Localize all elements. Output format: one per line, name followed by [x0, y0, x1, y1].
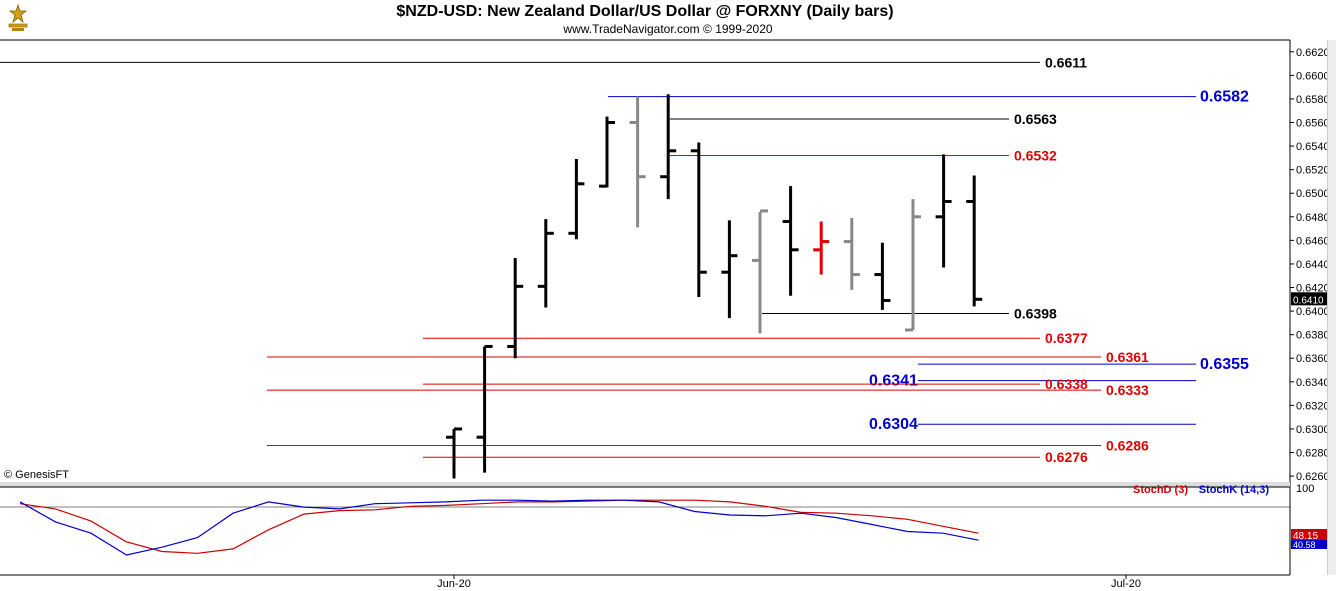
- ohlc-bar: [874, 242, 891, 310]
- level-label: 0.6333: [1106, 382, 1149, 398]
- x-tick-label: Jul-20: [1111, 578, 1141, 590]
- y-tick-label: 0.6300: [1296, 424, 1330, 436]
- level-label: 0.6304: [869, 416, 918, 433]
- level-label: 0.6611: [1045, 54, 1087, 70]
- level-label: 0.6338: [1045, 376, 1088, 392]
- ohlc-bar: [966, 175, 983, 307]
- stoch-series-line: [19, 499, 979, 554]
- trade-navigator-logo: [8, 3, 28, 31]
- level-label: 0.6276: [1045, 449, 1088, 465]
- x-tick-label: Jun-20: [437, 578, 471, 590]
- ohlc-bar: [690, 142, 707, 297]
- stochk-value-box: [1291, 540, 1327, 549]
- y-tick-label: 0.6520: [1296, 165, 1330, 177]
- ohlc-bar: [935, 154, 952, 268]
- y-tick-label: 0.6480: [1296, 212, 1330, 224]
- chart-subtitle: www.TradeNavigator.com © 1999-2020: [563, 22, 773, 36]
- stochk-value-label: 40.58: [1293, 540, 1316, 550]
- y-tick-label: 0.6340: [1296, 377, 1330, 389]
- y-tick-label: 0.6580: [1296, 94, 1330, 106]
- ohlc-bar: [752, 209, 768, 334]
- y-tick-label: 0.6260: [1296, 471, 1330, 483]
- ohlc-bar: [476, 344, 493, 473]
- ohlc-bar: [446, 427, 462, 479]
- level-label: 0.6377: [1045, 330, 1088, 346]
- ohlc-bar: [782, 186, 799, 296]
- y-tick-label: 0.6380: [1296, 330, 1330, 342]
- ohlc-bar: [568, 159, 585, 240]
- last-price-box: [1291, 292, 1327, 306]
- ohlc-bar: [813, 221, 830, 275]
- y-tick-label: 0.6400: [1296, 306, 1330, 318]
- y-tick-label: 0.6560: [1296, 118, 1330, 130]
- ohlc-bar: [660, 94, 677, 200]
- level-label: 0.6582: [1200, 89, 1249, 106]
- y-tick-label: 0.6600: [1296, 70, 1330, 82]
- y-tick-label: 0.6420: [1296, 283, 1330, 295]
- ohlc-bar: [599, 116, 615, 188]
- ohlc-bar: [905, 199, 921, 332]
- y-tick-label: 0.6360: [1296, 353, 1330, 365]
- watermark-text: © GenesisFT: [4, 469, 69, 481]
- ohlc-bar: [507, 258, 524, 359]
- level-label: 0.6286: [1106, 437, 1149, 453]
- stoch-series-line: [19, 499, 979, 556]
- y-tick-label: 0.6320: [1296, 400, 1330, 412]
- chart-title: $NZD-USD: New Zealand Dollar/US Dollar @…: [396, 3, 894, 20]
- y-tick-label: 0.6620: [1296, 47, 1330, 59]
- level-label: 0.6355: [1200, 356, 1249, 373]
- vertical-scrollbar[interactable]: [1327, 40, 1336, 575]
- ohlc-bar: [629, 96, 646, 228]
- legend-stochk: StochK (14,3): [1199, 484, 1270, 496]
- level-label: 0.6398: [1014, 305, 1057, 321]
- level-label: 0.6532: [1014, 148, 1057, 164]
- level-label: 0.6563: [1014, 111, 1057, 127]
- y-tick-label: 0.6440: [1296, 259, 1330, 271]
- stochd-value-box: [1291, 529, 1327, 541]
- ohlc-bar: [537, 219, 554, 308]
- panel-divider: [0, 482, 1290, 487]
- y-tick-label: 0.6540: [1296, 141, 1330, 153]
- legend-stochd: StochD (3): [1133, 484, 1188, 496]
- y-tick-label: 0.6280: [1296, 448, 1330, 460]
- stoch-y-tick-label: 100: [1296, 483, 1314, 495]
- level-label: 0.6341: [869, 373, 918, 390]
- ohlc-bar: [721, 220, 738, 319]
- last-price-label: 0.6410: [1293, 295, 1324, 306]
- ohlc-bar: [843, 217, 860, 290]
- level-label: 0.6361: [1106, 349, 1149, 365]
- y-tick-label: 0.6460: [1296, 235, 1330, 247]
- y-tick-label: 0.6500: [1296, 188, 1330, 200]
- stochd-value-label: 48.15: [1293, 531, 1318, 542]
